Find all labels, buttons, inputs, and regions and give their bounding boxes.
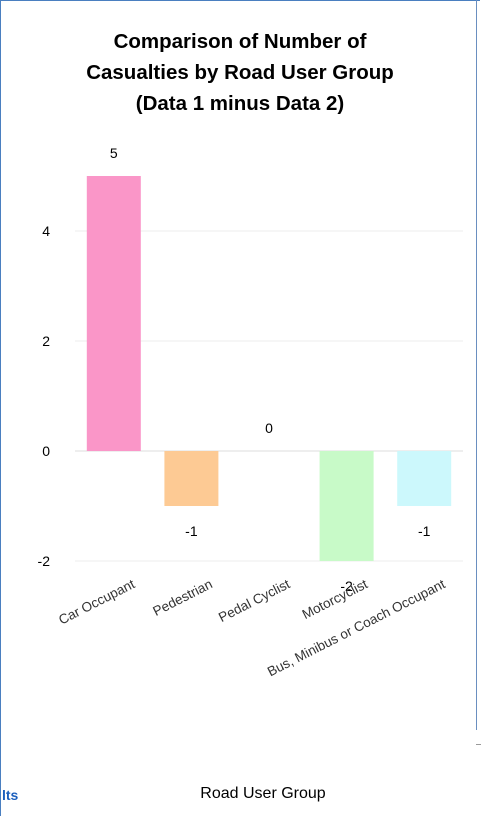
results-link-text[interactable]: lts [2,787,19,803]
chart-title-line-1: Comparison of Number of [113,30,367,53]
results-link[interactable]: lts [2,787,18,803]
bar [164,451,219,506]
x-axis-label: Road User Group [200,785,326,802]
chart-title: Comparison of Number of Casualties by Ro… [20,26,460,119]
chart-title-line-2: Casualties by Road User Group [86,61,394,84]
panel-divider-tick [476,744,481,745]
bar-value-label: 0 [265,420,273,436]
y-tick-label: 4 [42,223,50,239]
x-tick-label: Motorcyclist [300,576,371,622]
x-tick-label: Car Occupant [56,576,137,627]
bar [397,451,452,506]
panel-divider [476,0,477,730]
x-tick-label: Pedestrian [150,576,214,619]
bar-value-label: 5 [110,145,118,161]
chart-title-line-3: (Data 1 minus Data 2) [135,92,345,115]
y-tick-label: 2 [42,333,50,349]
x-tick-label: Pedal Cyclist [216,576,293,625]
y-tick-label: -2 [38,553,51,569]
bar [86,176,141,451]
bar [319,451,374,561]
bar-value-label: -1 [418,523,431,539]
bar-value-label: -1 [185,523,198,539]
y-tick-label: 0 [42,443,50,459]
bar-value-label: -2 [340,578,353,594]
